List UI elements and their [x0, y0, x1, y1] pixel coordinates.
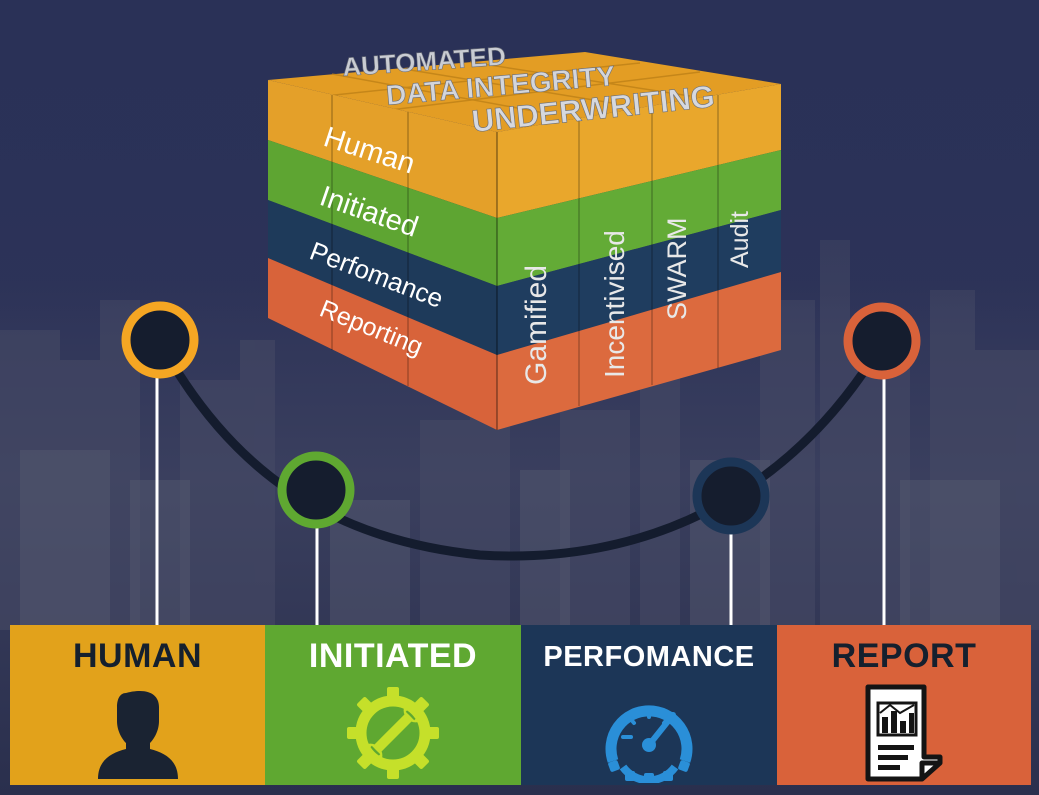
node-performance — [692, 457, 770, 535]
tile-report: REPORT — [777, 625, 1031, 785]
cube-left-band-navy — [268, 200, 497, 355]
cube-left-band-red — [268, 258, 497, 430]
person-silhouette-icon — [97, 691, 178, 779]
tile-performance-label: PERFOMANCE — [543, 641, 755, 673]
cube-word-swarm: SWARM — [662, 218, 692, 321]
tile-human-label: HUMAN — [72, 637, 203, 675]
tile-human: HUMAN — [10, 625, 265, 785]
cube-word-incentivised: Incentivised — [599, 230, 630, 378]
tile-initiated: INITIATED — [265, 625, 521, 785]
cube-left-band-orange — [268, 80, 497, 218]
cube-front-band-orange — [497, 84, 781, 218]
tile-report-label: REPORT — [831, 637, 977, 675]
curve-line — [156, 337, 888, 561]
node-initiated — [277, 451, 355, 529]
cube-word-gamified: Gamified — [520, 265, 553, 385]
cube-left-band-green — [268, 140, 497, 286]
node-report — [843, 302, 921, 380]
node-human — [121, 301, 199, 379]
report-document-icon — [865, 684, 943, 782]
tile-initiated-label: INITIATED — [308, 637, 478, 675]
cube-front-band-navy — [497, 210, 781, 355]
cube-front-band-red — [497, 272, 781, 430]
cube-front-band-green — [497, 150, 781, 286]
speedometer-gear-icon — [605, 705, 693, 783]
tile-performance: PERFOMANCE — [521, 625, 777, 785]
cube-top-face — [268, 52, 781, 132]
gear-wrench-icon — [347, 687, 439, 779]
cube-word-audit: Audit — [726, 211, 754, 268]
